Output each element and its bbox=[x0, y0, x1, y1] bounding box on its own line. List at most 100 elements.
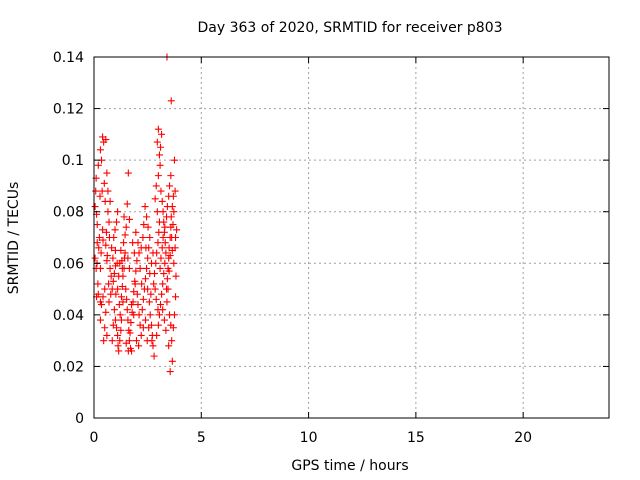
data-point bbox=[133, 257, 141, 265]
y-tick-label: 0.04 bbox=[53, 308, 84, 324]
data-point bbox=[105, 280, 113, 288]
data-point bbox=[91, 254, 99, 262]
data-point bbox=[115, 347, 123, 355]
data-point bbox=[110, 270, 118, 278]
x-tick-label: 0 bbox=[90, 430, 99, 446]
data-point bbox=[109, 321, 117, 329]
data-point bbox=[104, 208, 112, 216]
data-point bbox=[170, 259, 178, 267]
data-point bbox=[123, 200, 131, 208]
data-point bbox=[111, 246, 119, 254]
data-point bbox=[111, 226, 119, 234]
data-point bbox=[99, 236, 107, 244]
data-point bbox=[159, 208, 167, 216]
y-axis-label: SRMTID / TECUs bbox=[6, 182, 22, 295]
data-point bbox=[97, 249, 105, 257]
data-point bbox=[144, 285, 152, 293]
x-axis-label: GPS time / hours bbox=[291, 458, 408, 474]
data-point bbox=[148, 259, 156, 267]
plot-frame bbox=[93, 56, 610, 419]
data-point bbox=[105, 298, 113, 306]
data-point bbox=[103, 252, 111, 260]
data-point bbox=[152, 295, 160, 303]
data-point bbox=[161, 259, 169, 267]
data-point bbox=[143, 337, 151, 345]
data-point bbox=[162, 326, 170, 334]
data-point bbox=[138, 280, 146, 288]
data-point bbox=[102, 228, 110, 236]
data-point bbox=[154, 321, 162, 329]
data-point bbox=[139, 234, 147, 241]
data-point bbox=[172, 234, 180, 241]
data-point bbox=[113, 259, 121, 267]
data-point bbox=[91, 203, 99, 211]
data-point bbox=[157, 254, 165, 262]
data-point bbox=[159, 280, 167, 288]
x-tick-label: 5 bbox=[197, 430, 206, 446]
data-point bbox=[99, 293, 107, 301]
data-point bbox=[96, 298, 104, 306]
data-point bbox=[158, 130, 166, 138]
data-point bbox=[155, 311, 163, 319]
data-point bbox=[94, 280, 102, 288]
data-point bbox=[119, 298, 127, 306]
data-point bbox=[142, 275, 149, 283]
data-point bbox=[117, 293, 125, 301]
data-point bbox=[124, 347, 132, 355]
data-point bbox=[102, 308, 110, 316]
data-point bbox=[92, 187, 100, 195]
data-point bbox=[139, 295, 147, 303]
data-point bbox=[120, 213, 128, 221]
data-point bbox=[154, 306, 162, 314]
data-point bbox=[105, 234, 113, 241]
data-point bbox=[93, 221, 101, 229]
data-point bbox=[96, 264, 104, 272]
data-point bbox=[157, 143, 165, 151]
data-point bbox=[116, 337, 124, 345]
data-point bbox=[110, 306, 118, 314]
data-point bbox=[94, 161, 102, 169]
data-point bbox=[120, 239, 128, 247]
data-point bbox=[166, 368, 174, 376]
data-point bbox=[115, 272, 123, 280]
data-point bbox=[166, 182, 174, 190]
data-point bbox=[144, 223, 152, 231]
data-point bbox=[118, 264, 126, 272]
grid-lines bbox=[94, 57, 609, 418]
data-point bbox=[138, 306, 146, 314]
data-point bbox=[122, 223, 130, 231]
data-point bbox=[168, 337, 176, 345]
data-point bbox=[112, 290, 120, 298]
y-tick-label: 0 bbox=[75, 411, 84, 427]
data-point bbox=[115, 301, 123, 309]
data-point bbox=[132, 267, 140, 275]
data-point bbox=[171, 244, 179, 252]
data-point bbox=[146, 270, 154, 278]
data-point bbox=[163, 275, 171, 283]
data-point bbox=[117, 316, 125, 324]
data-point bbox=[163, 203, 171, 211]
data-point bbox=[117, 326, 125, 334]
data-point bbox=[123, 306, 131, 314]
data-point bbox=[157, 301, 165, 309]
data-point bbox=[150, 352, 158, 360]
data-point bbox=[126, 329, 134, 337]
data-point bbox=[158, 244, 166, 252]
data-point bbox=[114, 331, 122, 339]
data-point bbox=[132, 228, 140, 236]
data-point bbox=[170, 208, 178, 216]
data-point bbox=[146, 234, 154, 241]
data-point bbox=[149, 249, 157, 257]
data-point bbox=[145, 298, 153, 306]
data-point bbox=[127, 319, 135, 327]
data-point bbox=[135, 342, 143, 350]
data-point bbox=[160, 218, 168, 226]
data-point bbox=[155, 151, 163, 159]
data-point bbox=[147, 290, 155, 298]
data-point bbox=[125, 215, 133, 223]
x-tick-label: 20 bbox=[514, 430, 532, 446]
data-point bbox=[96, 146, 104, 154]
data-point bbox=[141, 203, 149, 211]
data-point bbox=[125, 264, 133, 272]
data-point bbox=[130, 288, 138, 296]
